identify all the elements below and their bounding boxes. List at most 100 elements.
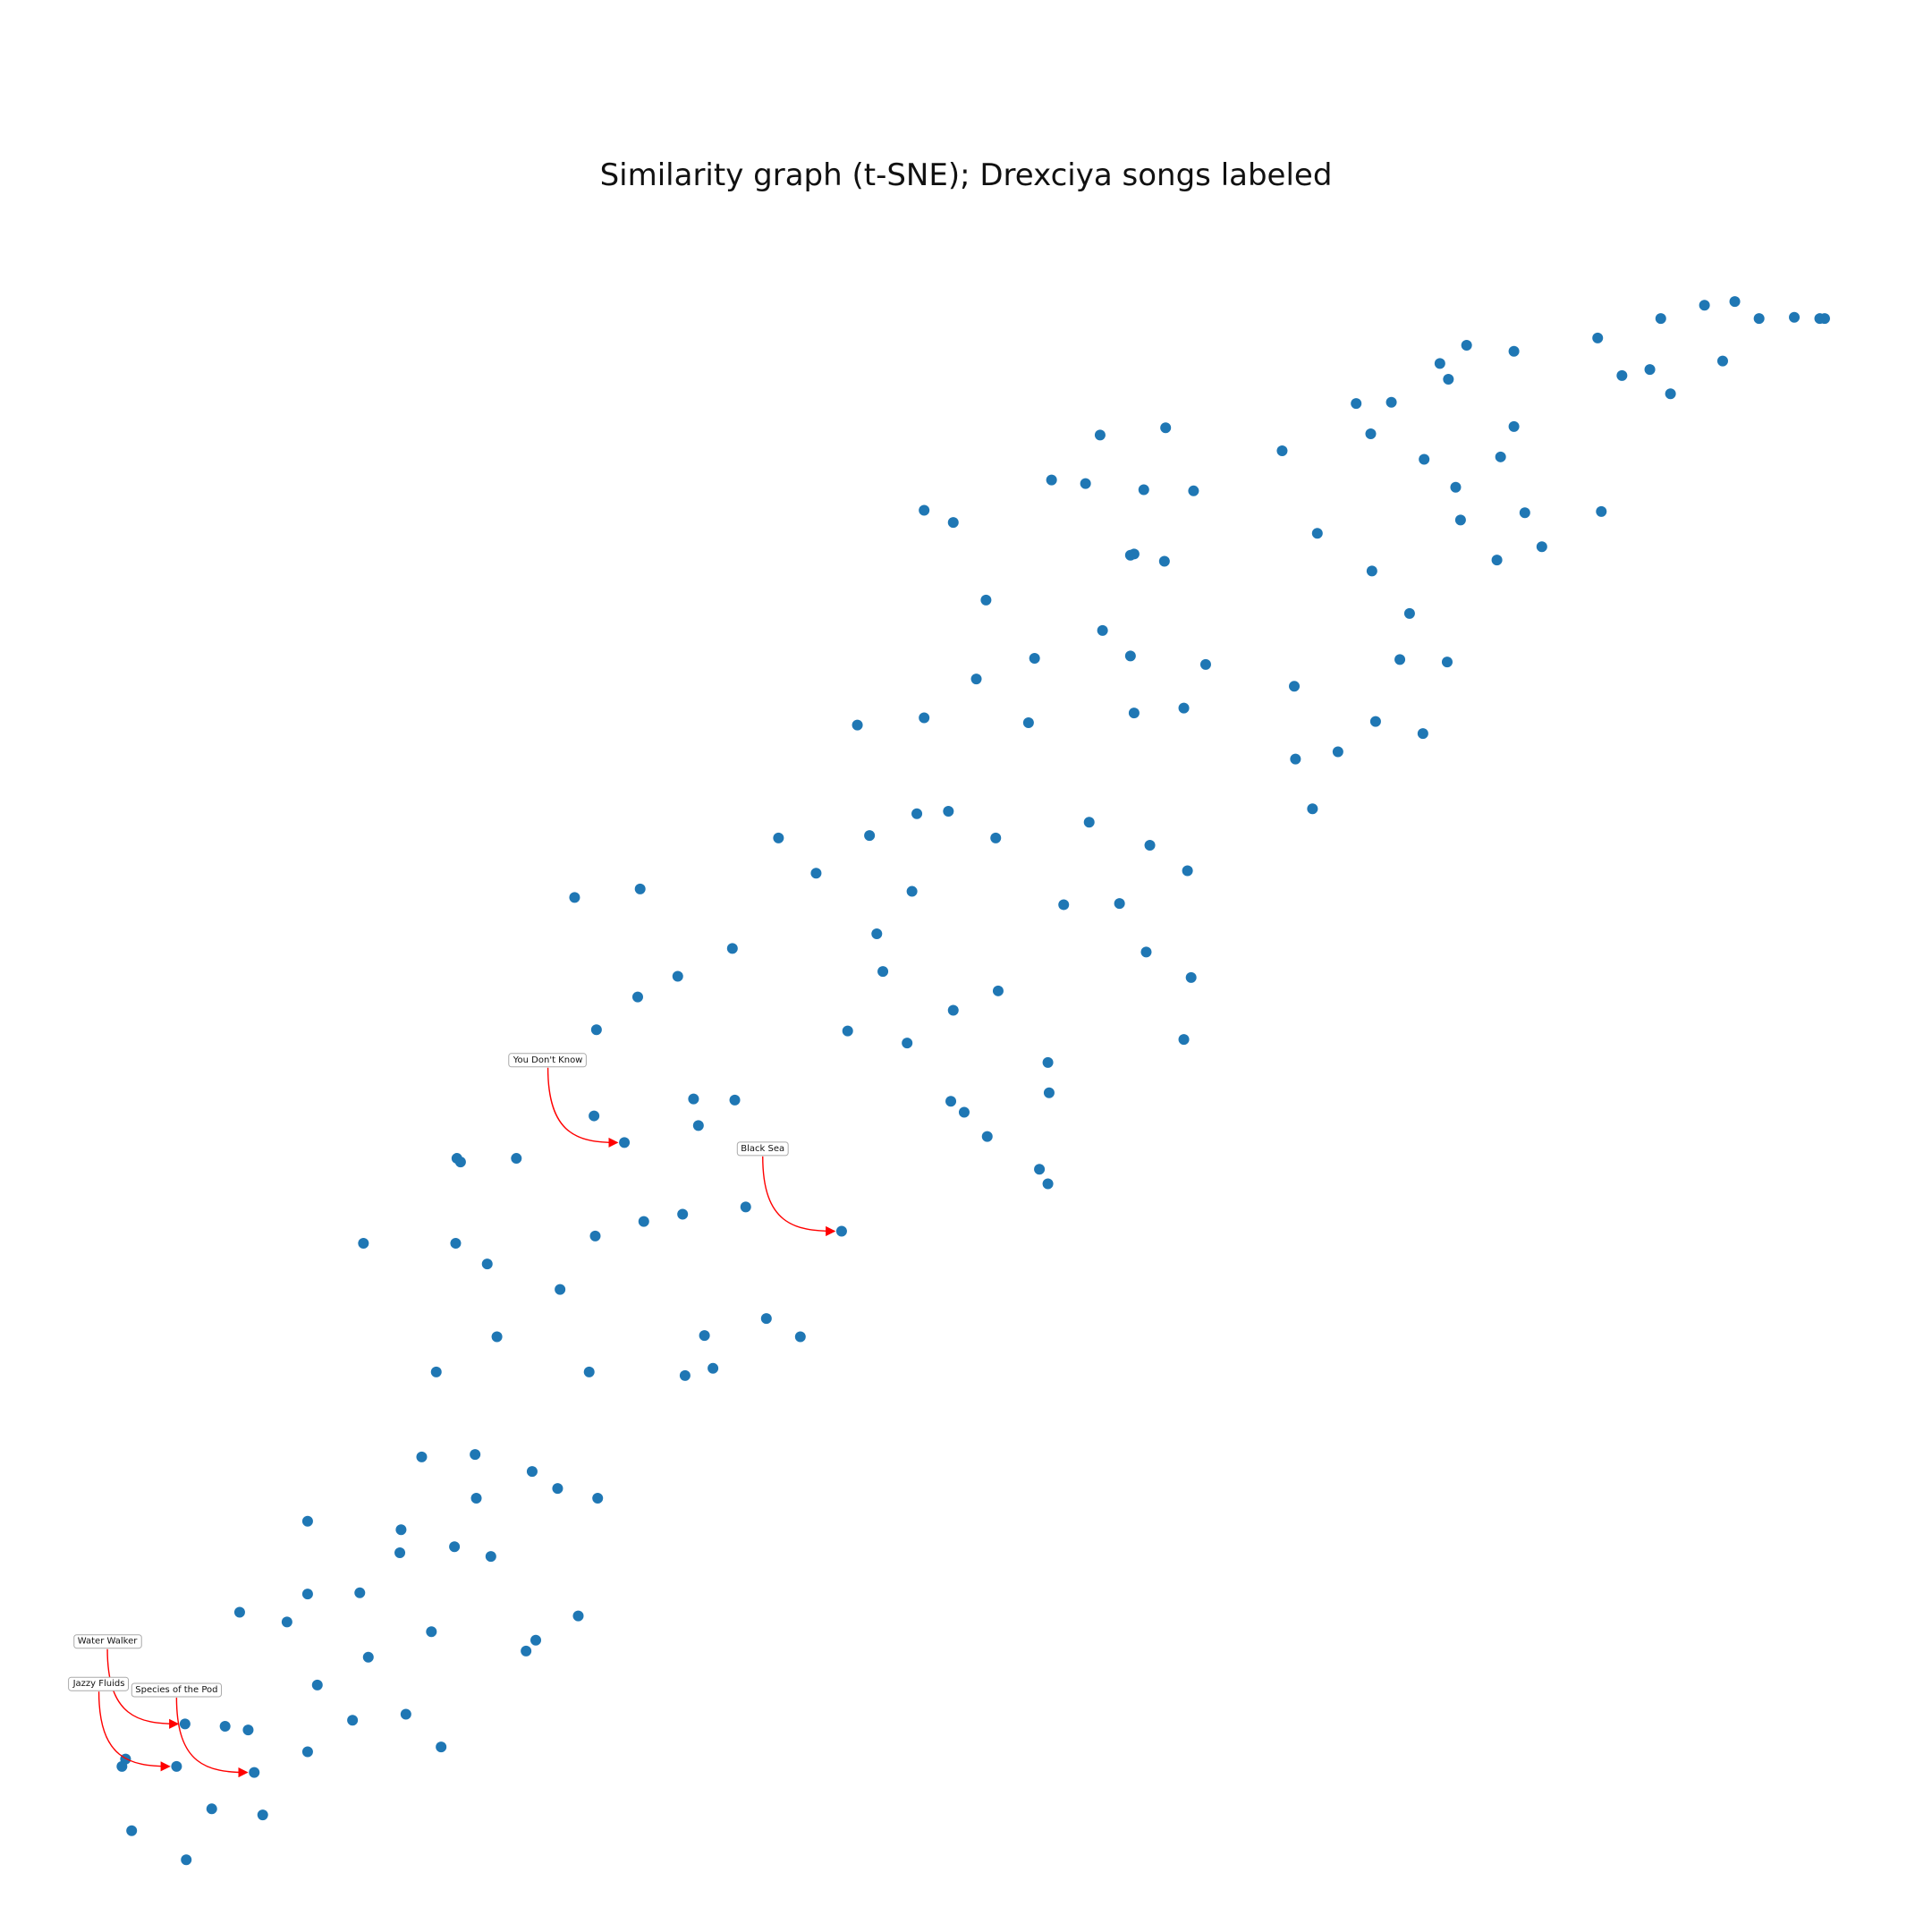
scatter-point: [945, 1096, 957, 1107]
scatter-point: [634, 883, 646, 894]
scatter-point: [970, 674, 982, 685]
scatter-point: [794, 1331, 806, 1343]
scatter-point: [1029, 653, 1040, 665]
scatter-point: [692, 1120, 704, 1131]
scatter-point: [242, 1724, 254, 1736]
scatter-point: [679, 1369, 691, 1381]
scatter-point: [1080, 478, 1091, 489]
scatter-point: [257, 1809, 268, 1821]
scatter-point: [708, 1362, 719, 1374]
scatter-point: [470, 1492, 482, 1504]
scatter-point: [1042, 1056, 1054, 1068]
scatter-point: [1655, 313, 1666, 325]
scatter-point: [672, 970, 683, 982]
annotation-box: [68, 1676, 129, 1691]
scatter-point: [877, 966, 889, 978]
scatter-point: [947, 1004, 959, 1016]
scatter-point: [699, 1330, 710, 1342]
annotation-arrow: [547, 1067, 619, 1148]
scatter-point: [1508, 420, 1520, 432]
scatter-point: [1178, 1034, 1190, 1046]
scatter-point: [572, 1610, 584, 1622]
scatter-point: [810, 868, 822, 879]
scatter-point: [311, 1679, 323, 1690]
scatter-point: [436, 1741, 447, 1753]
annotation-arrow: [97, 1691, 171, 1772]
scatter-point: [449, 1541, 461, 1553]
scatter-point: [116, 1760, 128, 1772]
scatter-point: [555, 1284, 566, 1295]
scatter-point: [1716, 355, 1728, 367]
scatter-point: [526, 1466, 538, 1478]
scatter-point: [1043, 1087, 1055, 1098]
scatter-point: [233, 1606, 245, 1618]
annotation-label: Species of the Pod: [135, 1685, 217, 1695]
annotation-label: Black Sea: [741, 1144, 784, 1154]
scatter-point: [552, 1483, 564, 1495]
scatter-point: [1417, 728, 1428, 740]
scatter-point: [481, 1258, 493, 1270]
scatter-point: [1644, 364, 1656, 376]
scatter-point: [619, 1137, 631, 1148]
scatter-point: [1536, 541, 1547, 553]
scatter-point: [454, 1157, 466, 1168]
scatter-point: [1461, 339, 1472, 351]
scatter-point: [1818, 313, 1830, 325]
scatter-point: [1443, 373, 1454, 385]
scatter-point: [569, 892, 580, 903]
scatter-point: [902, 1038, 913, 1049]
scatter-point: [1128, 708, 1140, 719]
scatter-point: [1124, 650, 1136, 662]
scatter-point: [301, 1589, 313, 1600]
chart-title: Similarity graph (t-SNE); Drexciya songs…: [599, 157, 1333, 193]
scatter-point: [589, 1230, 601, 1241]
scatter-point: [491, 1331, 503, 1343]
scatter-point: [362, 1651, 374, 1663]
scatter-point: [729, 1094, 741, 1106]
scatter-point: [1307, 803, 1318, 815]
scatter-point: [1046, 474, 1057, 486]
scatter-point: [1185, 971, 1197, 983]
annotation: Jazzy Fluids: [68, 1676, 171, 1772]
scatter-point: [1753, 313, 1765, 325]
scatter-point: [919, 504, 930, 516]
scatter-point: [416, 1451, 428, 1462]
scatter-point: [1729, 296, 1741, 308]
scatter-point: [450, 1238, 462, 1250]
scatter-point: [430, 1366, 442, 1377]
annotation-box: [508, 1053, 587, 1068]
scatter-point: [958, 1106, 970, 1118]
scatter-point: [1332, 746, 1343, 758]
scatter-point: [919, 712, 930, 724]
scatter-point: [1394, 654, 1406, 665]
scatter-point: [1596, 505, 1607, 517]
scatter-point: [426, 1626, 437, 1638]
annotation-arrow: [175, 1697, 249, 1778]
scatter-point: [485, 1551, 496, 1563]
annotation-box: [736, 1141, 789, 1157]
scatter-point: [871, 928, 883, 940]
scatter-point: [358, 1238, 369, 1250]
scatter-point: [990, 832, 1002, 843]
scatter-point: [852, 719, 863, 731]
annotation-arrow: [762, 1156, 836, 1237]
annotation: You Don't Know: [508, 1053, 619, 1148]
scatter-point: [943, 806, 954, 818]
scatter-point: [1495, 451, 1506, 462]
scatter-point: [911, 808, 923, 819]
scatter-point: [171, 1760, 182, 1772]
scatter-point: [1290, 753, 1301, 765]
scatter-point: [1454, 514, 1466, 526]
scatter-point: [1140, 946, 1152, 958]
annotation-box: [73, 1634, 142, 1649]
scatter-point: [1144, 839, 1156, 851]
scatter-point: [1616, 369, 1628, 381]
scatter-point: [249, 1767, 260, 1778]
scatter-point: [1094, 429, 1106, 441]
scatter-point: [395, 1524, 407, 1536]
scatter-point: [281, 1616, 292, 1628]
scatter-point: [1419, 453, 1430, 465]
scatter-point: [1097, 624, 1108, 636]
scatter-point: [947, 517, 959, 529]
annotation-box: [131, 1682, 223, 1698]
